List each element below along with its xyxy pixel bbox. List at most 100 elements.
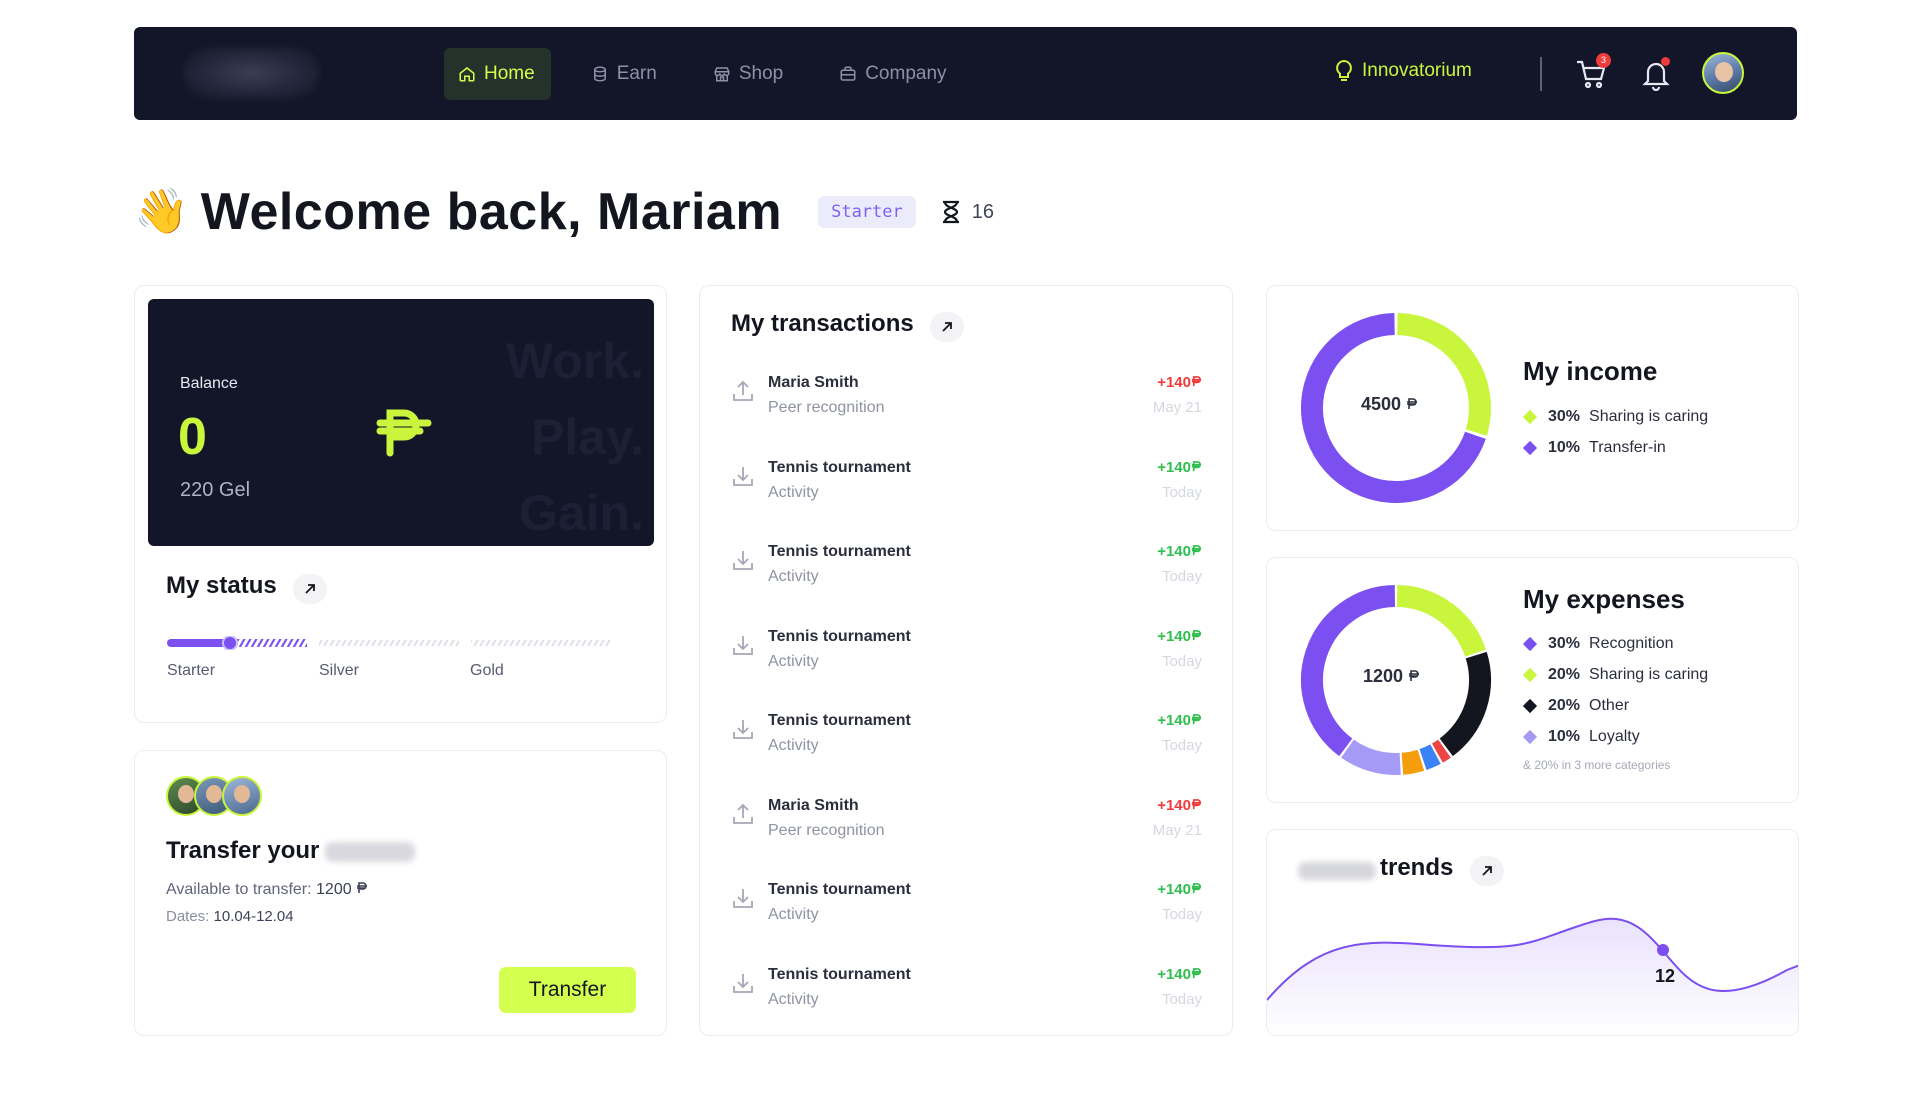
transaction-row[interactable]: Tennis tournament Activity +140 Today	[730, 706, 1204, 791]
diamond-icon	[1522, 636, 1538, 651]
transaction-type: Activity	[768, 737, 819, 754]
income-total: 4500	[1361, 394, 1418, 415]
balance-value: 0	[178, 408, 207, 466]
nav-home[interactable]: Home	[444, 48, 551, 100]
transaction-type: Peer recognition	[768, 399, 885, 416]
welcome-header: 👋 Welcome back, Mariam Starter 16	[134, 182, 994, 242]
transaction-date: Today	[1161, 990, 1202, 1008]
expenses-legend-item: 20% Sharing is caring	[1522, 659, 1708, 690]
brand-name-blurred	[325, 841, 416, 862]
transaction-name: Maria Smith	[768, 796, 859, 814]
arrow-up-right-icon	[942, 321, 953, 332]
transactions-open-button[interactable]	[930, 311, 965, 342]
transfer-button[interactable]: Transfer	[499, 967, 636, 1013]
transaction-name: Tennis tournament	[768, 458, 911, 476]
status-open-button[interactable]	[293, 573, 328, 604]
brand-name-blurred	[1298, 861, 1376, 880]
home-icon	[459, 67, 475, 82]
nav-company-label: Company	[865, 63, 947, 84]
peso-currency-icon	[1191, 883, 1202, 894]
transaction-amount: +140	[1157, 374, 1202, 391]
peso-currency-icon	[1409, 670, 1420, 681]
peso-currency-icon	[1191, 967, 1202, 978]
nav-shop-label: Shop	[738, 63, 784, 84]
status-level-silver: Silver	[319, 662, 360, 679]
expenses-card: 1200 My expenses 30% Recognition 20% Shari…	[1266, 557, 1799, 803]
donut-segment	[1301, 313, 1486, 503]
cart-count-badge: 3	[1596, 53, 1611, 68]
bell-icon	[1642, 62, 1670, 92]
workspace-selector[interactable]: Innovatorium	[1334, 59, 1472, 83]
coins-icon	[593, 66, 606, 82]
balance-status-card: Work. Play. Gain. Balance 0 220 Gel My s…	[134, 285, 667, 723]
transaction-date: May 21	[1152, 399, 1202, 416]
tier-badge: Starter	[818, 196, 916, 228]
expenses-total: 1200	[1363, 666, 1420, 687]
nav-divider	[1540, 57, 1542, 91]
income-card: 4500 My income 30% Sharing is caring 10% T…	[1266, 285, 1799, 531]
donut-segment	[1419, 744, 1441, 770]
transaction-row[interactable]: Tennis tournament Activity +140 Today	[730, 537, 1204, 622]
transfer-title: Transfer your	[166, 837, 416, 865]
transaction-date: Today	[1161, 568, 1202, 585]
transaction-date: Today	[1161, 906, 1202, 923]
transaction-amount: +140	[1157, 712, 1202, 729]
balance-fiat: 220 Gel	[180, 479, 251, 501]
transaction-type: Peer recognition	[768, 821, 885, 839]
transaction-type: Activity	[768, 568, 819, 585]
notification-dot	[1661, 57, 1670, 66]
transfer-available-value: 1200	[316, 881, 352, 898]
transaction-row[interactable]: Maria Smith Peer recognition +140 May 21	[730, 791, 1204, 876]
trend-marker[interactable]	[1657, 944, 1669, 956]
balance-label: Balance	[180, 375, 238, 392]
status-title: My status	[166, 572, 277, 599]
download-icon	[733, 635, 753, 655]
transaction-amount: +140	[1157, 459, 1202, 476]
transaction-row[interactable]: Tennis tournament Activity +140 Today	[730, 622, 1204, 707]
expenses-legend-item: 10% Loyalty	[1522, 721, 1708, 752]
arrow-up-right-icon	[305, 583, 316, 594]
cart-button[interactable]: 3	[1574, 53, 1611, 91]
transaction-name: Maria Smith	[768, 374, 859, 391]
brand-logo[interactable]: aPeso	[184, 47, 319, 99]
transaction-date: Today	[1161, 483, 1202, 501]
transaction-row[interactable]: Tennis tournament Activity +140 Today	[730, 875, 1204, 960]
colleague-avatar	[222, 776, 262, 816]
nav-shop[interactable]: Shop	[699, 48, 799, 100]
lightbulb-icon	[1336, 59, 1352, 81]
transaction-amount: +140	[1157, 628, 1202, 645]
income-title: My income	[1523, 356, 1658, 386]
user-avatar[interactable]	[1702, 52, 1744, 94]
notifications-button[interactable]	[1640, 57, 1672, 92]
transaction-row[interactable]: Tennis tournament Activity +140 Today	[730, 453, 1204, 538]
status-progress-bar	[167, 636, 611, 650]
waving-hand-icon: 👋	[134, 187, 189, 236]
nav-company[interactable]: Company	[825, 48, 962, 100]
transaction-amount: +140	[1157, 797, 1202, 814]
trends-heading: trends	[1298, 854, 1504, 886]
diamond-icon	[1522, 409, 1538, 424]
donut-segment	[1341, 739, 1401, 775]
transaction-name: Tennis tournament	[768, 543, 911, 560]
peso-currency-icon	[376, 409, 432, 457]
trends-open-button[interactable]	[1469, 855, 1504, 886]
transaction-row[interactable]: Tennis tournament Activity +140 Today	[730, 960, 1204, 1045]
expenses-legend: 30% Recognition 20% Sharing is caring 20% O…	[1522, 628, 1708, 752]
trend-marker-value: 12	[1655, 966, 1676, 986]
top-navbar: aPeso Home Earn Shop Company Innovatoriu…	[134, 27, 1797, 120]
transaction-type: Activity	[768, 483, 819, 501]
transaction-row[interactable]: Maria Smith Peer recognition +140 May 21	[730, 368, 1204, 453]
download-icon	[733, 551, 753, 570]
diamond-icon	[1522, 729, 1538, 744]
workspace-name: Innovatorium	[1362, 60, 1472, 81]
arrow-up-right-icon	[1482, 865, 1492, 876]
download-icon	[733, 720, 753, 739]
transactions-list: Maria Smith Peer recognition +140 May 21 Ten…	[730, 368, 1204, 1044]
peso-currency-icon	[357, 882, 368, 893]
peso-currency-icon	[1191, 714, 1202, 725]
store-icon	[714, 67, 730, 82]
nav-earn[interactable]: Earn	[577, 48, 673, 100]
trends-title: trends	[1380, 854, 1454, 881]
transaction-date: Today	[1161, 737, 1202, 754]
upload-icon	[733, 380, 753, 401]
